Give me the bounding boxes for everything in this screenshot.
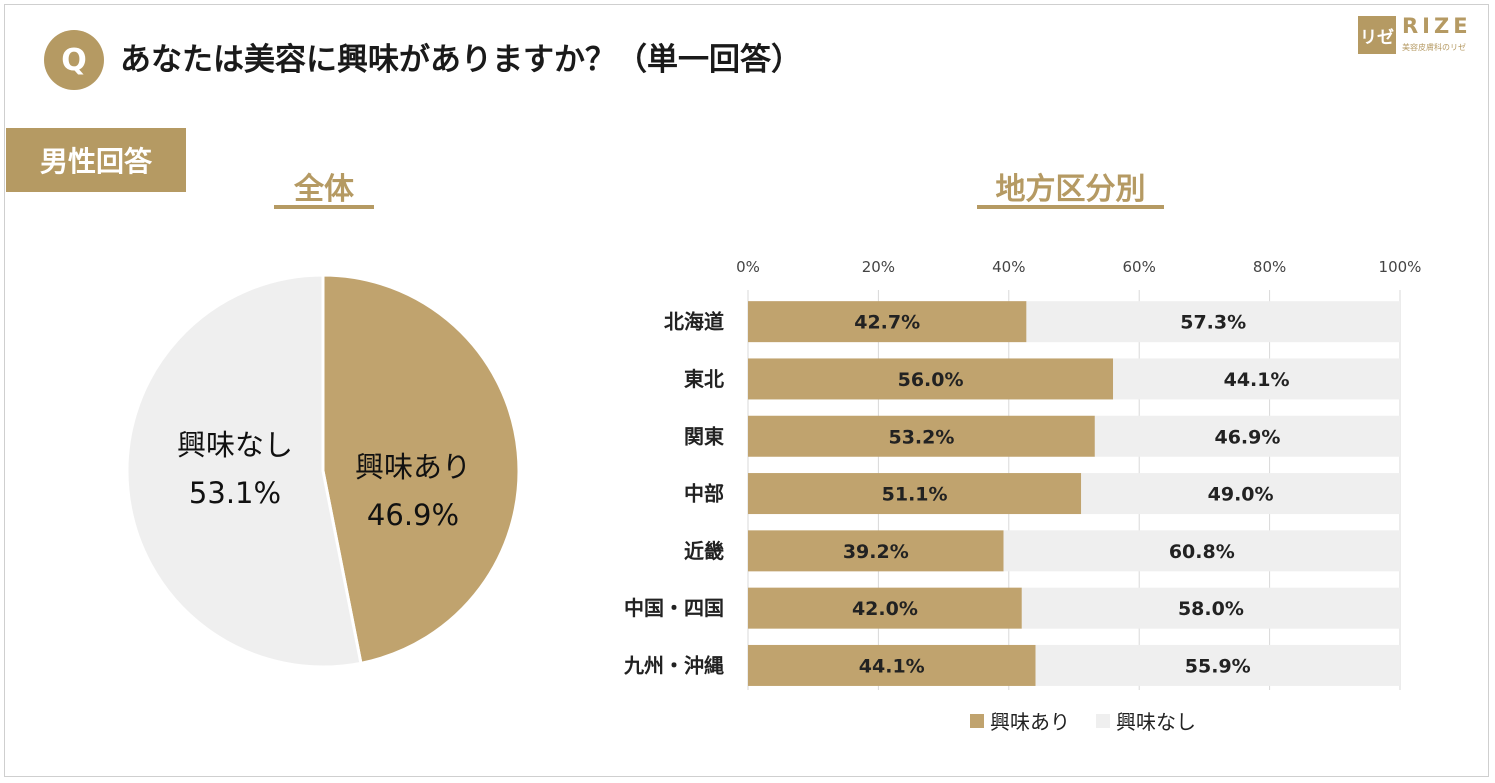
pie-svg (125, 273, 521, 669)
bar-segment-not-interested (1021, 587, 1400, 629)
pie-slice-interested (321, 273, 521, 666)
data-label: 39.2% (843, 541, 909, 563)
brand-logo: リゼ RIZE 美容皮膚科のリゼ (1358, 14, 1482, 60)
data-label: 53.2% (888, 426, 954, 448)
bar-segment-not-interested (1081, 473, 1400, 515)
bar-segment-interested (748, 415, 1095, 457)
regional-section-title: 地方区分別 (995, 172, 1146, 207)
bar-segment-not-interested (1113, 358, 1400, 400)
data-label: 51.1% (882, 484, 948, 506)
pie-label-not-interested-name: 興味なし (176, 428, 293, 462)
data-label: 46.9% (1214, 426, 1280, 448)
bar-segment-interested (748, 587, 1022, 629)
bar-segment-not-interested (1003, 530, 1400, 572)
overall-title-underline (274, 205, 374, 209)
category-label: 中部 (684, 482, 724, 506)
legend-swatch-interested (970, 713, 984, 728)
logo-mark: リゼ (1358, 16, 1396, 54)
category-label: 関東 (684, 424, 724, 448)
bar-segment-not-interested (1094, 415, 1400, 457)
regional-title-underline (977, 205, 1164, 209)
bar-segment-interested (748, 358, 1114, 400)
data-label: 55.9% (1185, 655, 1251, 677)
x-tick-label: 80% (1253, 258, 1286, 276)
legend-label-not-interested: 興味なし (1116, 710, 1196, 734)
data-label: 42.0% (852, 598, 918, 620)
category-label: 中国・四国 (624, 596, 724, 620)
male-respondents-tag: 男性回答 (6, 128, 186, 192)
data-label: 44.1% (1224, 369, 1290, 391)
pie-label-interested-name: 興味あり (354, 450, 471, 484)
x-tick-label: 20% (862, 258, 895, 276)
bar-segment-interested (748, 530, 1004, 572)
category-label: 九州・沖縄 (623, 653, 724, 677)
pie-slice-not-interested (125, 273, 363, 669)
bar-segment-interested (748, 473, 1082, 515)
slide-frame (4, 4, 1489, 777)
x-tick-label: 0% (736, 258, 760, 276)
data-label: 60.8% (1169, 541, 1235, 563)
logo-wordmark: RIZE (1402, 14, 1472, 38)
data-label: 44.1% (859, 655, 925, 677)
chart-legend: 興味あり 興味なし (970, 706, 1222, 735)
category-label: 近畿 (684, 539, 724, 563)
x-tick-label: 100% (1379, 258, 1422, 276)
pie-label-interested: 興味あり 46.9% (343, 443, 483, 539)
x-tick-label: 40% (992, 258, 1025, 276)
logo-subtitle: 美容皮膚科のリゼ (1402, 43, 1466, 52)
bar-segment-not-interested (1035, 644, 1400, 686)
bar-svg: 0% 20% 40% 60% 80% 100% 北海道 42.7% 57.3% 東北 56.0% 44… (623, 258, 1422, 692)
legend-swatch-not-interested (1096, 713, 1110, 728)
x-tick-label: 60% (1123, 258, 1156, 276)
data-label: 42.7% (854, 312, 920, 334)
legend-item-interested: 興味あり (970, 706, 1070, 735)
question-badge: Q (44, 30, 104, 90)
regional-bar-chart: 0% 20% 40% 60% 80% 100% 北海道 42.7% 57.3% 東北 56.0% 44… (590, 250, 1470, 692)
data-label: 49.0% (1208, 484, 1274, 506)
overall-section-title: 全体 (294, 172, 354, 207)
pie-label-interested-value: 46.9% (366, 498, 460, 532)
category-label: 北海道 (664, 310, 724, 334)
question-title: あなたは美容に興味がありますか？（単一回答） (120, 42, 802, 78)
category-label: 東北 (684, 367, 724, 391)
pie-label-not-interested: 興味なし 53.1% (145, 421, 325, 517)
bar-segment-not-interested (1026, 301, 1400, 343)
bar-segment-interested (748, 644, 1036, 686)
overall-pie-chart: 興味あり 46.9% 興味なし 53.1% (125, 273, 521, 669)
pie-label-not-interested-value: 53.1% (188, 476, 282, 510)
bar-segment-interested (748, 301, 1027, 343)
legend-item-not-interested: 興味なし (1096, 706, 1196, 735)
data-label: 58.0% (1178, 598, 1244, 620)
legend-label-interested: 興味あり (990, 710, 1070, 734)
data-label: 57.3% (1180, 312, 1246, 334)
data-label: 56.0% (898, 369, 964, 391)
